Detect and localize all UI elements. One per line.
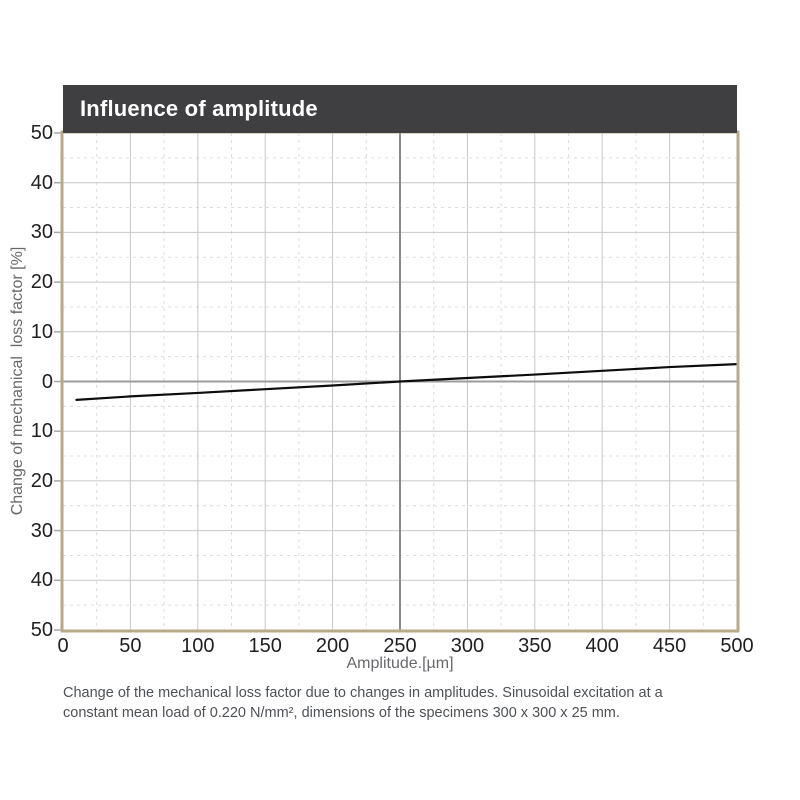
x-tick-label: 100 [181,635,215,657]
chart-header: Influence of amplitude [63,85,737,133]
y-tick-label: 50 [30,122,53,144]
data-line [75,363,739,401]
figure-caption: Change of the mechanical loss factor due… [63,684,763,723]
x-tick-label: 300 [450,635,485,657]
y-tick-label: 0 [41,370,53,393]
y-tick-label: 40 [30,171,53,194]
y-tick-label: 10 [30,420,53,443]
y-axis-title: Change of mechanical loss factor [%] [9,246,26,516]
y-tick-label: 10 [30,320,53,343]
x-tick-label: 200 [315,635,350,657]
y-tick-label: 40 [30,569,53,592]
chart-title: Influence of amplitude [80,96,318,121]
x-tick-label: 0 [57,635,69,657]
x-tick-label: 350 [518,635,552,657]
x-tick-label: 50 [119,635,142,657]
x-tick-label: 500 [720,635,754,657]
y-tick-label: 20 [30,469,53,492]
x-tick-label: 150 [248,635,282,657]
x-tick-label: 450 [652,635,687,657]
y-tick-label: 30 [30,519,53,542]
y-tick-label: 50 [30,619,53,641]
y-tick-label: 30 [30,221,53,244]
caption-line-2: constant mean load of 0.220 N/mm², dimen… [63,704,620,721]
x-tick-label: 400 [585,635,619,657]
x-axis-title: Amplitude.[µm] [346,655,454,672]
y-tick-label: 20 [30,271,53,294]
x-tick-label: 250 [383,635,417,657]
caption-line-1: Change of the mechanical loss factor due… [63,685,663,701]
